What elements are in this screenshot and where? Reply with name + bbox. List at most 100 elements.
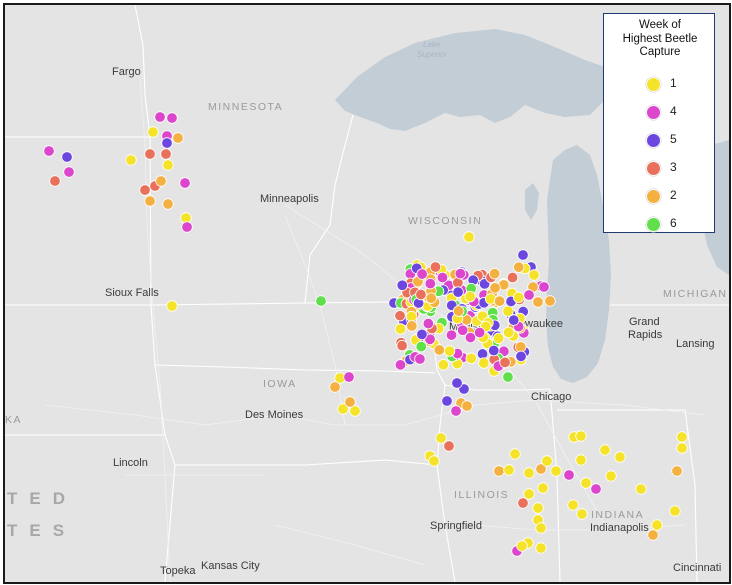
city-label-grand: Grand: [629, 316, 660, 328]
city-label-des-moines: Des Moines: [245, 409, 304, 421]
capture-point: [349, 405, 361, 417]
capture-point: [425, 292, 437, 304]
capture-point: [473, 326, 486, 339]
capture-point: [506, 271, 519, 284]
capture-point: [614, 451, 626, 463]
capture-point: [315, 295, 327, 307]
capture-point: [162, 198, 174, 210]
capture-point: [433, 344, 446, 356]
capture-point: [154, 111, 166, 123]
legend-title: Week of Highest Beetle Capture: [604, 19, 716, 60]
capture-point: [513, 261, 525, 273]
capture-point: [422, 317, 435, 330]
capture-point: [49, 175, 61, 187]
capture-point: [179, 177, 191, 189]
legend-title-line2: Highest Beetle: [622, 32, 698, 45]
capture-point: [344, 396, 356, 408]
capture-point: [394, 323, 407, 335]
capture-point: [450, 405, 462, 417]
lake-michigan: [546, 145, 611, 383]
capture-point: [528, 269, 540, 281]
capture-point: [515, 350, 527, 363]
capture-point: [437, 359, 450, 371]
city-label-topeka: Topeka: [160, 565, 196, 577]
capture-point: [428, 455, 440, 467]
capture-point: [532, 502, 544, 514]
capture-point: [516, 540, 528, 552]
capture-point: [508, 314, 520, 326]
state-label-wisconsin: WISCONSIN: [408, 215, 482, 227]
capture-point: [503, 464, 515, 476]
capture-point: [416, 268, 428, 280]
capture-point: [181, 221, 193, 233]
capture-point: [509, 448, 521, 460]
city-label-indianapolis: Indianapolis: [590, 522, 649, 534]
country-label-line2: TES: [7, 521, 76, 540]
legend-swatch: [646, 105, 661, 120]
legend-title-line1: Week of: [639, 19, 681, 31]
legend-label: 6: [670, 216, 677, 230]
capture-point: [144, 148, 156, 160]
capture-point: [465, 352, 477, 365]
country-label-line1: TED: [7, 489, 77, 508]
capture-point: [415, 288, 427, 301]
legend-label: 1: [670, 76, 677, 90]
legend-label: 3: [670, 160, 677, 174]
capture-point: [647, 529, 659, 541]
legend-swatch: [646, 161, 661, 176]
capture-point: [443, 345, 456, 357]
capture-point: [575, 430, 587, 442]
capture-point: [478, 357, 490, 369]
capture-point: [125, 154, 137, 166]
capture-point: [563, 469, 575, 481]
capture-point: [523, 467, 535, 479]
capture-point: [452, 286, 464, 298]
capture-point: [671, 465, 683, 477]
capture-point: [463, 231, 475, 243]
map-frame[interactable]: Fargo MINNESOTA Minneapolis Sioux Falls …: [3, 3, 731, 584]
city-label-springfield: Springfield: [430, 520, 482, 532]
capture-point: [669, 505, 681, 517]
lake-superior: [335, 29, 605, 131]
capture-point: [456, 324, 469, 336]
capture-point: [172, 132, 184, 144]
capture-point: [575, 454, 587, 466]
legend-swatch: [646, 217, 661, 232]
capture-point: [676, 431, 688, 443]
capture-point: [517, 249, 529, 261]
capture-point: [452, 305, 465, 317]
legend-label: 4: [670, 104, 677, 118]
capture-point: [406, 320, 418, 332]
capture-point: [535, 463, 547, 475]
capture-point: [550, 465, 562, 477]
capture-point: [424, 277, 437, 290]
legend-title-line3: Capture: [639, 46, 681, 58]
capture-point: [488, 344, 500, 357]
capture-point: [166, 300, 178, 312]
state-label-indiana: INDIANA: [591, 509, 644, 521]
capture-point: [436, 271, 449, 284]
capture-point: [43, 145, 55, 157]
legend-label: 2: [670, 188, 677, 202]
capture-point: [414, 353, 426, 365]
capture-point: [139, 184, 151, 196]
capture-point: [515, 341, 527, 353]
lake-label-line1: Lake: [423, 40, 441, 49]
capture-point: [532, 296, 544, 308]
capture-point: [502, 371, 514, 383]
capture-point: [489, 282, 501, 294]
beetle-capture-points: [43, 111, 688, 557]
capture-point: [162, 159, 174, 171]
capture-point: [651, 519, 663, 531]
capture-point: [343, 371, 355, 383]
capture-point: [441, 395, 453, 407]
capture-point: [166, 112, 178, 124]
capture-point: [454, 267, 467, 280]
capture-point: [676, 442, 688, 454]
city-label-lincoln: Lincoln: [113, 457, 148, 469]
capture-point: [161, 137, 173, 149]
capture-point: [512, 291, 525, 304]
capture-point: [464, 290, 476, 303]
capture-point: [155, 175, 167, 187]
capture-point: [523, 289, 535, 301]
